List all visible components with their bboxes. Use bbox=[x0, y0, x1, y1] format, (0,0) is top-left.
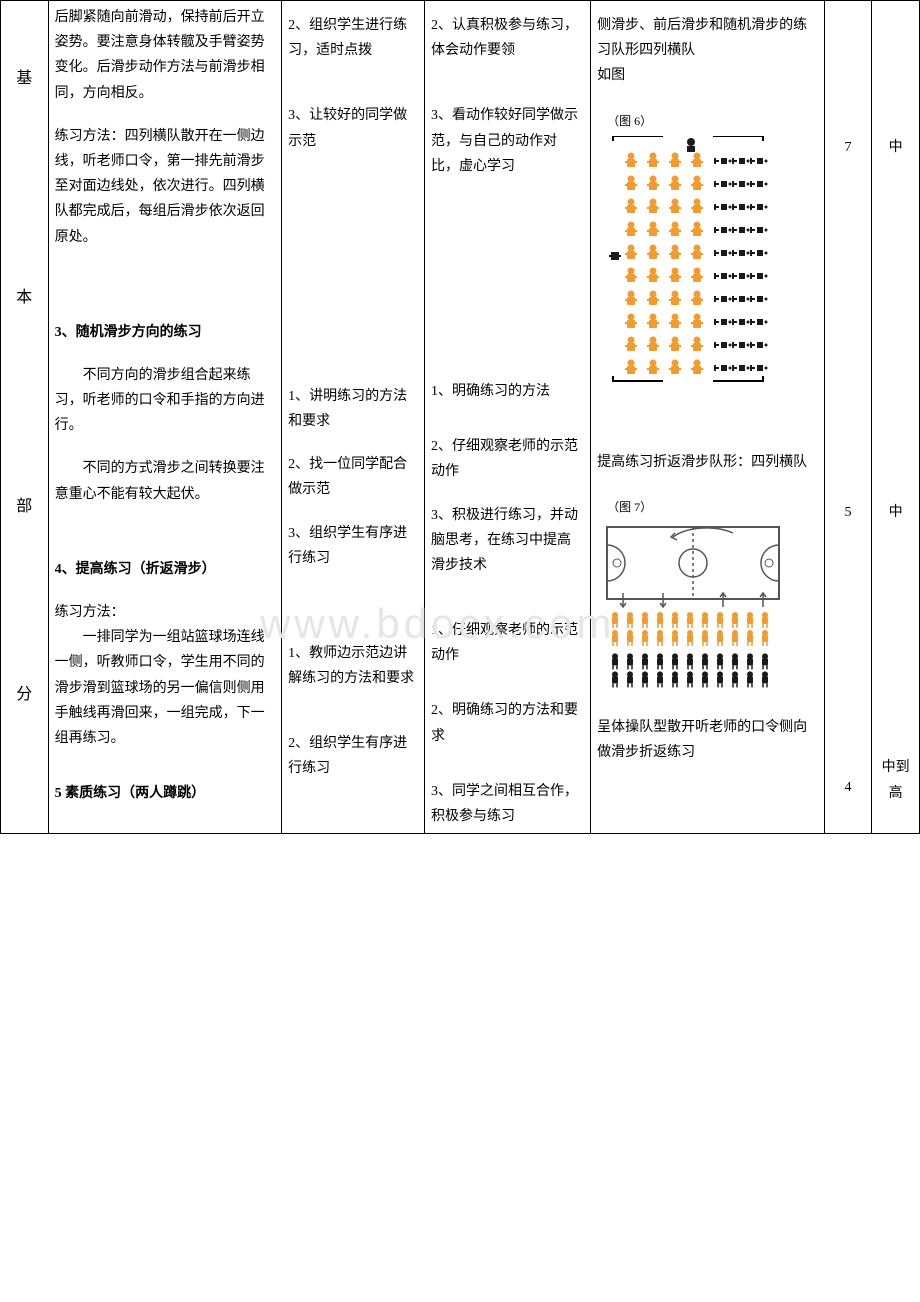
org-o1: 侧滑步、前后滑步和随机滑步的练习队形四列横队 bbox=[597, 13, 818, 63]
student-s3: 3、看动作较好同学做示范，与自己的动作对比，虚心学习 bbox=[431, 103, 584, 179]
student-c2: 2、明确练习的方法和要求 bbox=[431, 698, 584, 748]
content-p2: 练习方法：四列横队散开在一侧边线，听老师口令，第一排先前滑步至对面边线处，依次进… bbox=[55, 124, 276, 250]
teacher-c2: 2、组织学生有序进行练习 bbox=[288, 731, 418, 781]
time-3: 4 bbox=[831, 775, 866, 800]
side-label-4: 分 bbox=[7, 681, 42, 710]
teacher-c1: 1、教师边示范边讲解练习的方法和要求 bbox=[288, 641, 418, 691]
student-c3: 3、同学之间相互合作，积极参与练习 bbox=[431, 779, 584, 829]
content-p1: 后脚紧随向前滑动，保持前后开立姿势。要注意身体转髋及手臂姿势变化。后滑步动作方法… bbox=[55, 5, 276, 106]
teacher-t2: 2、组织学生进行练习，适时点拨 bbox=[288, 13, 418, 63]
content-cell: 后脚紧随向前滑动，保持前后开立姿势。要注意身体转髋及手臂姿势变化。后滑步动作方法… bbox=[48, 1, 282, 834]
teacher-b1: 1、讲明练习的方法和要求 bbox=[288, 384, 418, 434]
teacher-b3: 3、组织学生有序进行练习 bbox=[288, 521, 418, 571]
diagram-6 bbox=[603, 136, 812, 386]
intensity-2: 中 bbox=[878, 500, 913, 525]
student-b2: 2、仔细观察老师的示范动作 bbox=[431, 434, 584, 484]
content-h5: 5 素质练习（两人蹲跳） bbox=[55, 781, 276, 806]
student-b1: 1、明确练习的方法 bbox=[431, 379, 584, 404]
time-2: 5 bbox=[831, 500, 866, 525]
lesson-plan-table: 基 本 部 分 后脚紧随向前滑动，保持前后开立姿势。要注意身体转髋及手臂姿势变化… bbox=[0, 0, 920, 834]
student-s2: 2、认真积极参与练习，体会动作要领 bbox=[431, 13, 584, 63]
diagram-7 bbox=[603, 523, 812, 693]
content-p4a: 练习方法： bbox=[55, 600, 276, 625]
intensity-3: 中到高 bbox=[878, 755, 913, 805]
teacher-cell: 2、组织学生进行练习，适时点拨 3、让较好的同学做示范 1、讲明练习的方法和要求… bbox=[282, 1, 425, 834]
student-cell: 2、认真积极参与练习，体会动作要领 3、看动作较好同学做示范，与自己的动作对比，… bbox=[425, 1, 591, 834]
side-label-2: 本 bbox=[7, 284, 42, 313]
side-label-1: 基 bbox=[7, 65, 42, 94]
student-b3: 3、积极进行练习，并动脑思考，在练习中提高滑步技术 bbox=[431, 503, 584, 579]
student-c1: 1、仔细观察老师的示范动作 bbox=[431, 618, 584, 668]
content-p3a: 不同方向的滑步组合起来练习，听老师的口令和手指的方向进行。 bbox=[55, 363, 276, 439]
content-p3b: 不同的方式滑步之间转换要注意重心不能有较大起伏。 bbox=[55, 456, 276, 506]
time-1: 7 bbox=[831, 135, 866, 160]
teacher-t3: 3、让较好的同学做示范 bbox=[288, 103, 418, 153]
fig6-label: （图 6） bbox=[607, 111, 818, 133]
content-h4: 4、提高练习（折返滑步） bbox=[55, 557, 276, 582]
org-o1b: 如图 bbox=[597, 63, 818, 88]
side-label-cell: 基 本 部 分 bbox=[1, 1, 49, 834]
org-cell: 侧滑步、前后滑步和随机滑步的练习队形四列横队 如图 （图 6） bbox=[591, 1, 825, 834]
intensity-cell: 中 中 中到高 bbox=[872, 1, 920, 834]
teacher-b2: 2、找一位同学配合做示范 bbox=[288, 452, 418, 502]
time-cell: 7 5 4 bbox=[824, 1, 872, 834]
content-h3: 3、随机滑步方向的练习 bbox=[55, 320, 276, 345]
side-label-3: 部 bbox=[7, 493, 42, 522]
intensity-1: 中 bbox=[878, 135, 913, 160]
org-o2: 提高练习折返滑步队形：四列横队 bbox=[597, 450, 818, 475]
fig7-label: （图 7） bbox=[607, 497, 818, 519]
content-p4b: 一排同学为一组站篮球场连线一侧，听教师口令，学生用不同的滑步滑到篮球场的另一偏信… bbox=[55, 625, 276, 751]
org-o3: 呈体操队型散开听老师的口令侧向做滑步折返练习 bbox=[597, 715, 818, 765]
